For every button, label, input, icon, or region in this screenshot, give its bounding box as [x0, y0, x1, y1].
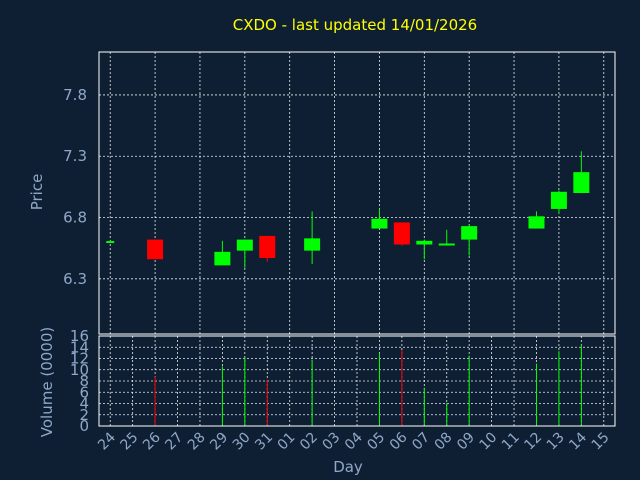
- candle-body-26: [147, 239, 164, 260]
- volume-tick-label: 16: [70, 327, 89, 345]
- price-tick-label: 7.3: [63, 147, 87, 165]
- x-tick-label: 24: [95, 429, 119, 453]
- price-candles: [106, 151, 590, 268]
- volume-tick-label: 12: [70, 350, 89, 368]
- volume-tick-label: 0: [79, 417, 89, 435]
- volume-tick-label: 10: [70, 361, 89, 379]
- x-tick-label: 03: [319, 430, 343, 454]
- volume-grid: [99, 335, 615, 427]
- volume-panel-frame: [98, 335, 616, 427]
- candle-body-02: [304, 238, 321, 251]
- volume-bars: [154, 344, 582, 426]
- x-tick-label: 09: [454, 430, 478, 454]
- x-tick-label: 11: [499, 430, 523, 454]
- candle-body-24: [106, 241, 115, 244]
- candle-body-30: [236, 239, 253, 251]
- x-tick-label: 02: [297, 430, 321, 454]
- price-tick-label: 6.8: [63, 209, 87, 227]
- price-panel-frame: [98, 51, 616, 335]
- chart-title: CXDO - last updated 14/01/2026: [233, 16, 477, 34]
- price-tick-label: 6.3: [63, 270, 87, 288]
- candle-body-05: [371, 218, 388, 229]
- x-tick-label: 15: [589, 430, 613, 454]
- candle-body-29: [214, 251, 231, 266]
- candle-body-13: [550, 191, 567, 209]
- x-tick-labels: 2425262728293031010203040506070809101112…: [95, 429, 612, 453]
- volume-axis-label: Volume (0000): [38, 327, 56, 437]
- candle-body-31: [259, 235, 276, 258]
- x-tick-label: 25: [118, 430, 142, 454]
- x-tick-label: 31: [252, 430, 276, 454]
- x-tick-label: 10: [477, 430, 501, 454]
- candle-body-07: [416, 240, 433, 245]
- x-tick-label: 13: [544, 430, 568, 454]
- volume-tick-label: 6: [79, 383, 89, 401]
- candle-body-09: [461, 226, 478, 240]
- x-tick-label: 12: [521, 430, 545, 454]
- x-tick-label: 01: [275, 430, 299, 454]
- candle-body-12: [528, 216, 545, 229]
- candle-body-08: [438, 243, 455, 246]
- price-tick-labels: 7.8 7.3 6.8 6.3: [63, 86, 87, 288]
- x-tick-label: 05: [364, 430, 388, 454]
- candle-body-06: [393, 222, 410, 245]
- volume-tick-label: 4: [79, 395, 89, 413]
- x-tick-label: 08: [432, 430, 456, 454]
- x-tick-label: 28: [185, 430, 209, 454]
- x-tick-label: 07: [409, 430, 433, 454]
- x-tick-label: 06: [387, 429, 411, 453]
- x-tick-label: 30: [230, 430, 254, 454]
- price-axis-label: Price: [28, 174, 46, 211]
- volume-tick-label: 8: [79, 372, 89, 390]
- price-tick-label: 7.8: [63, 86, 87, 104]
- volume-tick-label: 2: [79, 406, 89, 424]
- x-tick-label: 04: [342, 429, 366, 453]
- x-axis-label: Day: [333, 458, 363, 476]
- price-grid: [99, 52, 615, 334]
- x-tick-label: 14: [566, 429, 590, 453]
- candle-body-14: [573, 172, 590, 193]
- x-tick-label: 26: [140, 429, 164, 453]
- x-tick-label: 27: [162, 430, 186, 454]
- volume-tick-label: 14: [70, 338, 89, 356]
- x-tick-label: 29: [207, 430, 231, 454]
